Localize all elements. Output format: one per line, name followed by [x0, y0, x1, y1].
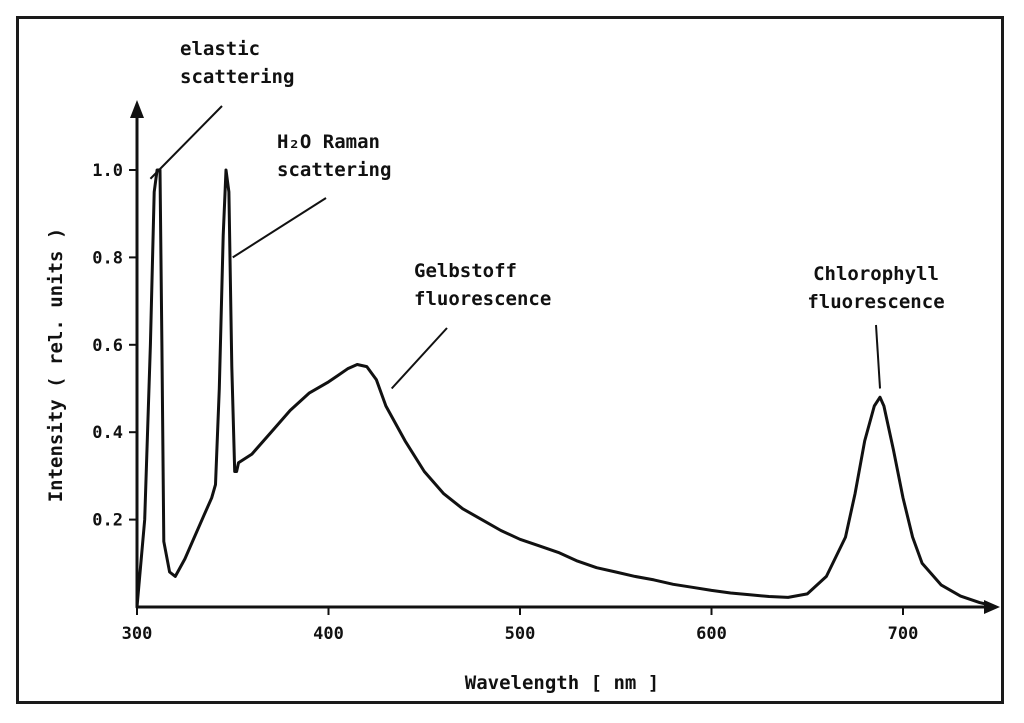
annotation-layer: elastic scattering H₂O Raman scattering Gelb… — [149, 38, 945, 390]
axes — [130, 100, 1000, 614]
annotation-text: Chlorophyll fluorescence — [807, 263, 944, 313]
y-tick-label: 1.0 — [92, 161, 123, 181]
x-tick-label: 600 — [696, 624, 727, 644]
y-axis-arrow — [130, 100, 144, 118]
annotation-leader-line — [232, 197, 327, 259]
y-tick-label: 0.8 — [92, 248, 123, 268]
x-tick-label: 500 — [505, 624, 536, 644]
x-tick-label: 700 — [888, 624, 919, 644]
x-tick-label: 300 — [122, 624, 153, 644]
series-layer — [135, 168, 991, 609]
x-tick-label: 400 — [313, 624, 344, 644]
y-axis-label: Intensity ( rel. units ) — [45, 228, 67, 503]
tick-marks: 300 400 500 600 700 0.2 0.4 0.6 0.8 1.0 — [92, 161, 918, 644]
x-axis-label: Wavelength [ nm ] — [465, 672, 659, 694]
y-tick-label: 0.4 — [92, 423, 123, 443]
y-tick-label: 0.6 — [92, 336, 123, 356]
annotation-text: Gelbstoff fluorescence — [414, 260, 551, 310]
annotation-leader-line — [149, 105, 223, 180]
y-tick-label: 0.2 — [92, 511, 123, 531]
annotation-leader-line — [390, 327, 448, 390]
spectrum-line-0 — [135, 168, 991, 609]
figure-frame — [16, 16, 1004, 704]
x-axis-arrow — [984, 600, 1000, 614]
annotation-leader-line — [875, 324, 882, 389]
annotation-text: elastic scattering — [180, 38, 294, 88]
annotation-text: H₂O Raman scattering — [277, 131, 391, 181]
